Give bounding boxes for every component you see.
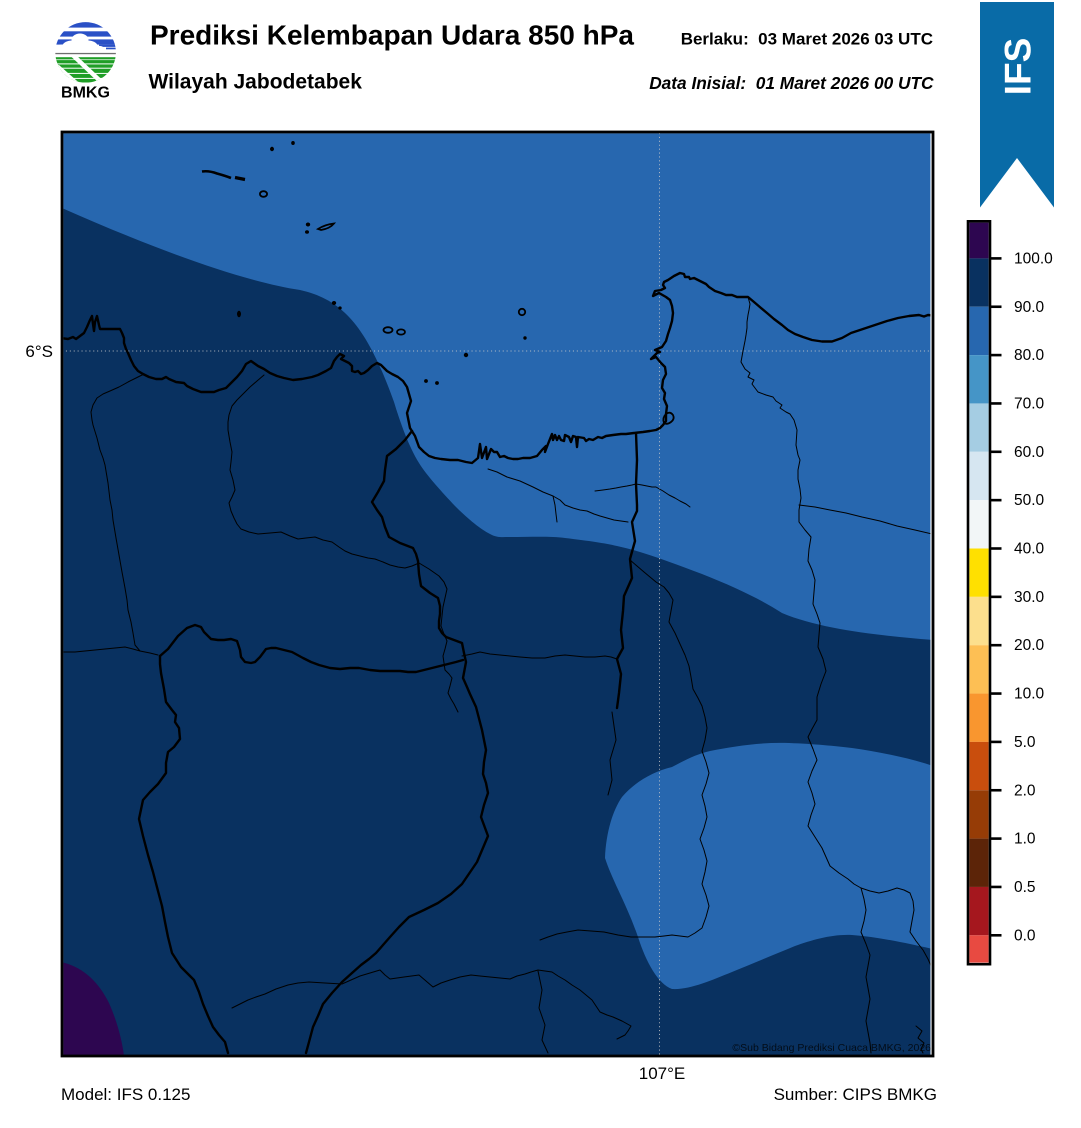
- svg-text:70.0: 70.0: [1014, 396, 1045, 413]
- svg-text:0.5: 0.5: [1014, 879, 1036, 896]
- svg-text:Wilayah Jabodetabek: Wilayah Jabodetabek: [149, 71, 363, 94]
- svg-text:0.0: 0.0: [1014, 927, 1036, 944]
- svg-text:©Sub Bidang Prediksi Cuaca BMK: ©Sub Bidang Prediksi Cuaca BMKG, 2026: [732, 1042, 931, 1054]
- svg-text:Berlaku: 03 Maret 2026 03 UTC: Berlaku: 03 Maret 2026 03 UTC: [681, 29, 933, 48]
- svg-text:20.0: 20.0: [1014, 637, 1045, 654]
- svg-text:IFS: IFS: [998, 38, 1039, 96]
- svg-text:60.0: 60.0: [1014, 444, 1045, 461]
- svg-text:2.0: 2.0: [1014, 782, 1036, 799]
- svg-text:90.0: 90.0: [1014, 299, 1045, 316]
- svg-text:Sumber: CIPS BMKG: Sumber: CIPS BMKG: [774, 1085, 937, 1104]
- svg-text:100.0: 100.0: [1014, 250, 1053, 267]
- svg-text:Model: IFS 0.125: Model: IFS 0.125: [61, 1085, 190, 1104]
- svg-text:80.0: 80.0: [1014, 347, 1045, 364]
- svg-text:50.0: 50.0: [1014, 492, 1045, 509]
- svg-text:1.0: 1.0: [1014, 831, 1036, 848]
- svg-text:30.0: 30.0: [1014, 589, 1045, 606]
- svg-text:Data Inisial: 01 Maret 2026 0: Data Inisial: 01 Maret 2026 00 UTC: [649, 73, 934, 93]
- svg-text:5.0: 5.0: [1014, 734, 1036, 751]
- svg-text:40.0: 40.0: [1014, 541, 1045, 558]
- svg-text:107°E: 107°E: [639, 1064, 686, 1083]
- svg-text:BMKG: BMKG: [61, 85, 110, 102]
- svg-text:Prediksi Kelembapan Udara 850: Prediksi Kelembapan Udara 850 hPa: [150, 20, 634, 51]
- svg-text:10.0: 10.0: [1014, 686, 1045, 703]
- svg-text:6°S: 6°S: [25, 342, 53, 361]
